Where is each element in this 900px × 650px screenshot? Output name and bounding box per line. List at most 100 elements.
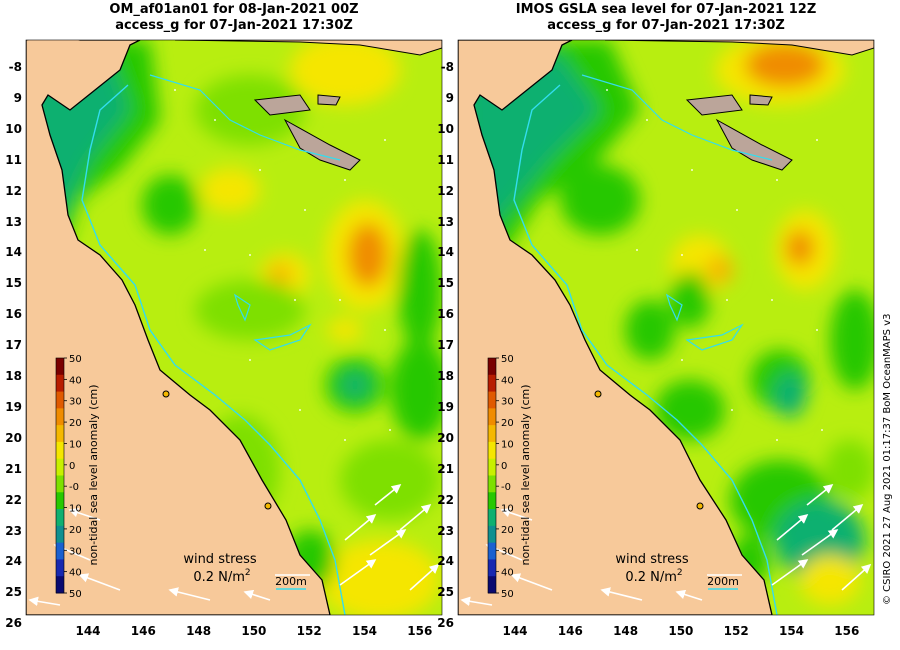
latitude-tick-label: 12 (437, 183, 454, 198)
latitude-tick-label: 22 (5, 492, 22, 507)
colorbar-swatch (488, 391, 496, 409)
latitude-tick-label: 20 (437, 430, 454, 445)
colorbar-swatch (488, 525, 496, 544)
colorbar-swatch (56, 475, 64, 493)
latitude-tick-label: 25 (437, 585, 454, 600)
right-colorbar-label: non-tidal sea level anomaly (cm) (519, 385, 532, 566)
latitude-tick-label: 9 (13, 90, 22, 105)
right-wind-value-text: 0.2 N/m (625, 570, 677, 585)
latitude-tick-label: 23 (5, 523, 22, 538)
latitude-tick-label: 17 (5, 338, 22, 353)
right-wind-unit-sup: 2 (677, 568, 683, 578)
latitude-tick-label: 22 (437, 492, 454, 507)
longitude-tick-label: 148 (613, 624, 639, 638)
left-title-line1: OM_af01an01 for 08-Jan-2021 00Z (109, 2, 359, 17)
left-depth-label: 200m (275, 575, 307, 588)
colorbar-tick-label: 10 (501, 439, 514, 450)
colorbar-swatch (56, 576, 64, 594)
copyright-note: © CSIRO 2021 27 Aug 2021 01:17:37 BoM Oc… (882, 313, 893, 606)
latitude-tick-label: 13 (5, 214, 22, 229)
colorbar-swatch (488, 492, 496, 510)
left-panel-title: OM_af01an01 for 08-Jan-2021 00Z access_g… (26, 2, 442, 34)
colorbar-swatch (488, 358, 496, 376)
latitude-tick-label: -8 (440, 60, 454, 74)
left-wind-value-text: 0.2 N/m (193, 570, 245, 585)
colorbar-tick-label: 50 (501, 354, 514, 365)
colorbar-tick-label: 30 (501, 546, 514, 557)
latitude-tick-label: 21 (437, 461, 454, 476)
latitude-tick-label: 11 (437, 152, 454, 167)
left-wind-label: wind stress (183, 552, 257, 567)
colorbar-tick-label: 20 (501, 525, 514, 536)
latitude-tick-label: 16 (5, 307, 22, 322)
colorbar-swatch (56, 358, 64, 376)
latitude-tick-label: 19 (5, 399, 22, 414)
colorbar-swatch (56, 391, 64, 409)
latitude-tick-label: 11 (5, 152, 22, 167)
latitude-tick-label: 20 (5, 430, 22, 445)
longitude-tick-label: 156 (407, 624, 433, 638)
longitude-tick-label: 156 (834, 624, 860, 638)
longitude-tick-label: 154 (351, 624, 378, 638)
colorbar-tick-label: 40 (69, 568, 82, 579)
latitude-tick-label: 26 (5, 616, 22, 631)
latitude-tick-label: 12 (5, 183, 22, 198)
left-wind-unit-sup: 2 (245, 568, 251, 578)
latitude-tick-label: 15 (5, 276, 22, 291)
colorbar-swatch (488, 576, 496, 594)
left-map-panel (26, 40, 442, 615)
colorbar-swatch (56, 408, 64, 426)
right-colorbar: 50 40 30 20 10 0 -0 10 20 30 40 50 (487, 354, 514, 600)
longitude-tick-label: 152 (723, 624, 749, 638)
latitude-tick-label: 10 (5, 121, 22, 136)
right-wind-value: 0.2 N/m2 (625, 568, 682, 585)
right-depth-label: 200m (707, 575, 739, 588)
latitude-tick-label: 26 (437, 616, 454, 631)
left-wind-value: 0.2 N/m2 (193, 568, 250, 585)
colorbar-tick-label: 30 (69, 546, 82, 557)
colorbar-swatch (56, 509, 64, 527)
latitude-tick-label: 17 (437, 338, 454, 353)
longitude-tick-label: 150 (241, 624, 267, 638)
longitude-tick-label: 148 (186, 624, 212, 638)
left-title-line2: access_g for 07-Jan-2021 17:30Z (115, 18, 353, 33)
longitude-tick-label: 146 (130, 624, 156, 638)
colorbar-tick-label: 0 (501, 461, 507, 472)
right-map-panel (458, 40, 874, 615)
colorbar-swatch (488, 542, 496, 560)
colorbar-tick-label: 20 (501, 418, 514, 429)
colorbar-tick-label: 50 (69, 354, 82, 365)
right-wind-label: wind stress (615, 552, 689, 567)
colorbar-tick-label: 50 (69, 589, 82, 600)
colorbar-tick-label: 10 (69, 439, 82, 450)
longitude-tick-label: 154 (778, 624, 805, 638)
latitude-tick-label: 25 (5, 585, 22, 600)
colorbar-swatch (56, 425, 64, 443)
colorbar-tick-label: 10 (501, 504, 514, 515)
latitude-tick-label: 19 (437, 399, 454, 414)
colorbar-swatch (56, 441, 64, 460)
colorbar-tick-label: 40 (501, 375, 514, 386)
longitude-tick-label: 150 (668, 624, 694, 638)
longitude-tick-label: 146 (557, 624, 583, 638)
colorbar-swatch (488, 458, 496, 476)
latitude-tick-label: 15 (437, 276, 454, 291)
latitude-tick-label: 24 (437, 554, 454, 569)
colorbar-swatch (56, 492, 64, 510)
latitude-tick-label: 14 (437, 245, 454, 260)
colorbar-swatch (488, 509, 496, 527)
left-colorbar: 50 40 30 20 10 0 -0 10 20 30 40 50 (55, 354, 82, 600)
colorbar-swatch (488, 441, 496, 460)
colorbar-swatch (56, 458, 64, 476)
colorbar-frame (55, 357, 65, 594)
left-colorbar-label: non-tidal sea level anomaly (cm) (87, 385, 100, 566)
latitude-tick-label: 16 (437, 307, 454, 322)
longitude-tick-label: 144 (502, 624, 528, 638)
latitude-tick-label: 23 (437, 523, 454, 538)
colorbar-swatch (488, 408, 496, 426)
longitude-tick-label: 152 (296, 624, 322, 638)
latitude-tick-label: 21 (5, 461, 22, 476)
latitude-tick-label: 13 (437, 214, 454, 229)
colorbar-tick-label: 30 (501, 397, 514, 408)
